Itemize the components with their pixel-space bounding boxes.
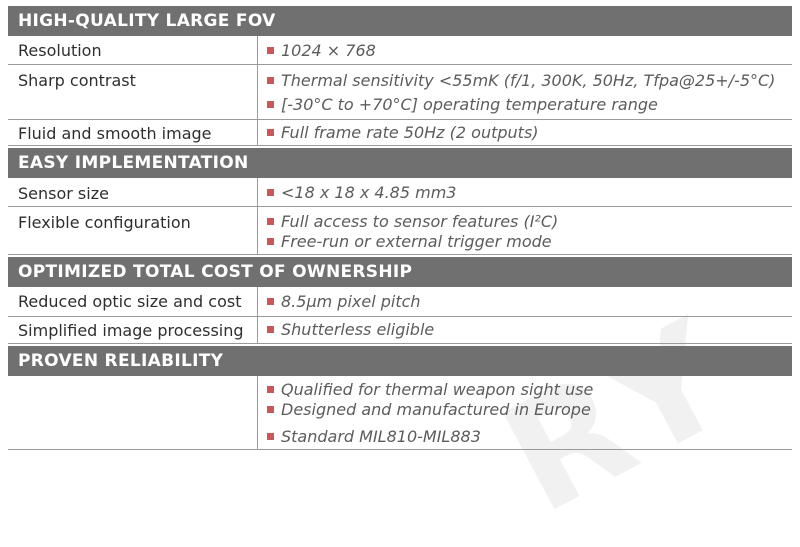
spec-value: Standard MIL810-MIL883: [267, 427, 481, 446]
spec-label: Sensor size: [18, 184, 109, 203]
column-divider: [257, 36, 258, 64]
spec-label: Reduced optic size and cost: [18, 292, 242, 311]
column-divider: [257, 376, 258, 449]
spec-row-sensor-size: Sensor size <18 x 18 x 4.85 mm3: [8, 178, 792, 207]
bullet-square-icon: [267, 189, 274, 196]
column-divider: [257, 65, 258, 119]
spec-row-sharp-contrast: Sharp contrast Thermal sensitivity <55mK…: [8, 65, 792, 120]
bullet-square-icon: [267, 326, 274, 333]
spec-value: Free-run or external trigger mode: [267, 232, 552, 251]
spec-row-fluid-smooth-image: Fluid and smooth image Full frame rate 5…: [8, 120, 792, 146]
section-header-optimized-tco: OPTIMIZED TOTAL COST OF OWNERSHIP: [8, 257, 792, 287]
column-divider: [257, 317, 258, 343]
spec-value: Thermal sensitivity <55mK (f/1, 300K, 50…: [267, 71, 775, 90]
bullet-square-icon: [267, 218, 274, 225]
spec-label: Sharp contrast: [18, 71, 136, 90]
spec-value: Designed and manufactured in Europe: [267, 400, 591, 419]
bullet-square-icon: [267, 101, 274, 108]
column-divider: [257, 287, 258, 316]
spec-label: Simplified image processing: [18, 321, 244, 340]
bullet-square-icon: [267, 406, 274, 413]
spec-value: Full access to sensor features (I²C): [267, 212, 558, 231]
section-header-proven-reliability: PROVEN RELIABILITY: [8, 346, 792, 376]
section-header-high-quality-large-fov: HIGH-QUALITY LARGE FOV: [8, 6, 792, 36]
column-divider: [257, 120, 258, 145]
bullet-square-icon: [267, 386, 274, 393]
spec-value: 8.5µm pixel pitch: [267, 292, 421, 311]
section-header-easy-implementation: EASY IMPLEMENTATION: [8, 148, 792, 178]
spec-value: 1024 × 768: [267, 41, 376, 60]
bullet-square-icon: [267, 298, 274, 305]
spec-row-simplified-image-processing: Simplified image processing Shutterless …: [8, 317, 792, 344]
bullet-square-icon: [267, 47, 274, 54]
spec-row-reliability: Qualified for thermal weapon sight use D…: [8, 376, 792, 450]
column-divider: [257, 207, 258, 254]
spec-value: [-30°C to +70°C] operating temperature r…: [267, 95, 658, 114]
spec-row-flexible-configuration: Flexible configuration Full access to se…: [8, 207, 792, 255]
spec-row-reduced-optic-size: Reduced optic size and cost 8.5µm pixel …: [8, 287, 792, 317]
bullet-square-icon: [267, 238, 274, 245]
bullet-square-icon: [267, 77, 274, 84]
spec-label: Resolution: [18, 41, 102, 60]
column-divider: [257, 178, 258, 206]
spec-row-resolution: Resolution 1024 × 768: [8, 36, 792, 65]
bullet-square-icon: [267, 129, 274, 136]
spec-value: Full frame rate 50Hz (2 outputs): [267, 123, 539, 142]
bullet-square-icon: [267, 433, 274, 440]
spec-value: <18 x 18 x 4.85 mm3: [267, 183, 456, 202]
spec-label: Flexible configuration: [18, 213, 191, 232]
spec-label: Fluid and smooth image: [18, 124, 212, 143]
spec-value: Qualified for thermal weapon sight use: [267, 380, 593, 399]
spec-value: Shutterless eligible: [267, 320, 434, 339]
